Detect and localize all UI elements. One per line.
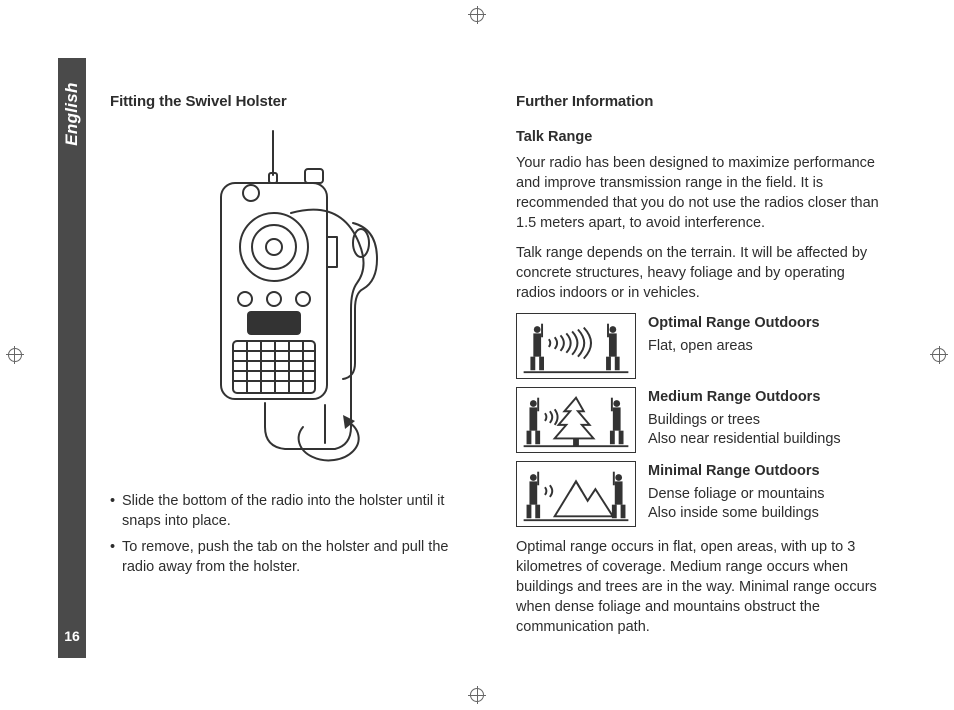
minimal-range-icon	[516, 461, 636, 527]
range-desc: Also inside some buildings	[648, 504, 825, 523]
radio-holster-illustration-icon	[195, 127, 395, 477]
left-heading: Fitting the Swivel Holster	[110, 92, 480, 113]
instruction-list: Slide the bottom of the radio into the h…	[110, 491, 480, 577]
range-title: Medium Range Outdoors	[648, 387, 841, 407]
bullet-text: To remove, push the tab on the holster a…	[122, 539, 448, 575]
registration-ring-icon	[470, 688, 484, 702]
range-text: Optimal Range Outdoors Flat, open areas	[648, 313, 820, 356]
language-label: English	[62, 82, 82, 146]
range-title: Minimal Range Outdoors	[648, 461, 825, 481]
range-row-optimal: Optimal Range Outdoors Flat, open areas	[516, 313, 886, 379]
right-heading: Further Information	[516, 92, 886, 113]
list-item: Slide the bottom of the radio into the h…	[110, 491, 480, 531]
range-desc: Also near residential buildings	[648, 430, 841, 449]
range-row-minimal: Minimal Range Outdoors Dense foliage or …	[516, 461, 886, 527]
range-desc: Buildings or trees	[648, 411, 841, 430]
manual-page: English 16 Fitting the Swivel Holster	[0, 0, 954, 710]
range-text: Medium Range Outdoors Buildings or trees…	[648, 387, 841, 449]
medium-range-icon	[516, 387, 636, 453]
range-row-medium: Medium Range Outdoors Buildings or trees…	[516, 387, 886, 453]
registration-ring-icon	[932, 348, 946, 362]
list-item: To remove, push the tab on the holster a…	[110, 537, 480, 577]
optimal-range-icon	[516, 313, 636, 379]
range-text: Minimal Range Outdoors Dense foliage or …	[648, 461, 825, 523]
range-desc: Dense foliage or mountains	[648, 485, 825, 504]
registration-ring-icon	[470, 8, 484, 22]
footer-paragraph: Optimal range occurs in flat, open areas…	[516, 537, 886, 637]
left-column: Fitting the Swivel Holster	[110, 92, 480, 654]
range-title: Optimal Range Outdoors	[648, 313, 820, 333]
registration-ring-icon	[8, 348, 22, 362]
bullet-text: Slide the bottom of the radio into the h…	[122, 493, 444, 529]
language-tab: English 16	[58, 58, 86, 658]
content-area: Fitting the Swivel Holster	[110, 92, 886, 654]
intro-paragraph: Talk range depends on the terrain. It wi…	[516, 243, 886, 303]
range-rows: Optimal Range Outdoors Flat, open areas	[516, 313, 886, 527]
page-number: 16	[64, 628, 80, 644]
range-desc: Flat, open areas	[648, 337, 820, 356]
intro-paragraph: Your radio has been designed to maximize…	[516, 153, 886, 233]
right-column: Further Information Talk Range Your radi…	[516, 92, 886, 654]
subheading-talk-range: Talk Range	[516, 127, 886, 147]
